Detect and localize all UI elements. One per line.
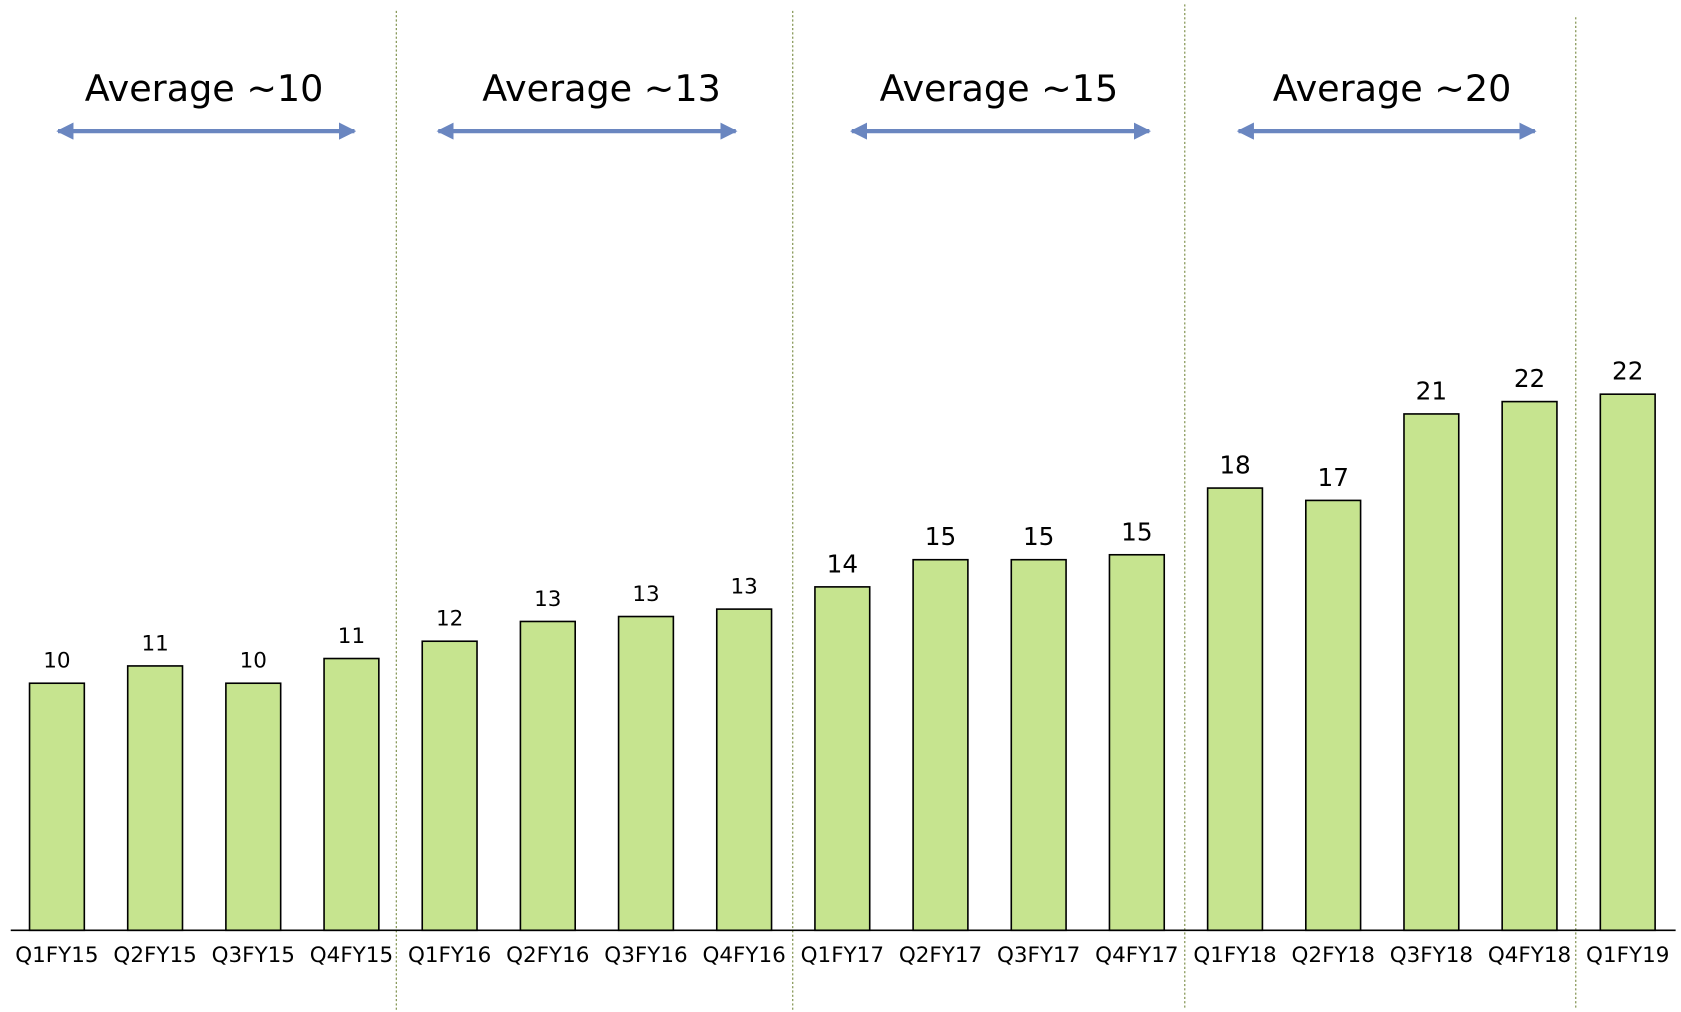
x-tick-label: Q3FY17	[997, 943, 1080, 968]
data-label: 12	[436, 607, 463, 632]
bar	[1599, 393, 1656, 932]
bar	[519, 620, 576, 932]
data-label: 15	[1121, 517, 1152, 546]
bar	[1010, 558, 1067, 932]
x-tick-label: Q3FY16	[604, 943, 687, 968]
data-label: 13	[534, 587, 561, 612]
x-tick-label: Q2FY18	[1292, 943, 1375, 968]
data-label: 21	[1416, 376, 1447, 405]
bar	[28, 682, 86, 932]
bar	[912, 558, 969, 932]
group-separators	[395, 4, 1577, 1010]
data-label: 11	[338, 624, 365, 649]
x-tick-label: Q3FY15	[212, 943, 295, 968]
x-tick-label: Q2FY15	[113, 943, 196, 968]
annotation: Average ~20	[1273, 67, 1512, 110]
bar	[225, 682, 282, 932]
data-label: 13	[730, 575, 757, 600]
bar	[1206, 487, 1264, 932]
bar	[323, 657, 380, 932]
x-tick-label: Q4FY15	[310, 943, 393, 968]
data-label: 17	[1317, 463, 1348, 492]
bar	[617, 615, 675, 932]
data-label: 15	[925, 522, 956, 551]
bar	[1501, 400, 1558, 932]
data-label: 18	[1219, 451, 1250, 480]
data-label: 14	[827, 549, 858, 578]
x-tick-label: Q2FY16	[506, 943, 589, 968]
data-label: 10	[43, 649, 70, 674]
x-tick-label: Q2FY17	[899, 943, 982, 968]
bar	[1403, 413, 1460, 932]
bar	[814, 586, 871, 932]
bar	[126, 665, 184, 932]
annotation: Average ~10	[85, 67, 324, 110]
data-label: 13	[632, 582, 659, 607]
x-tick-label: Q4FY16	[702, 943, 785, 968]
x-tick-label: Q3FY18	[1390, 943, 1473, 968]
data-label: 22	[1514, 364, 1545, 393]
x-tick-label: Q4FY17	[1095, 943, 1178, 968]
x-tick-label: Q1FY17	[801, 943, 884, 968]
bar	[1305, 499, 1362, 932]
x-tick-label: Q1FY19	[1586, 943, 1669, 968]
data-label: 11	[141, 631, 168, 656]
data-label: 22	[1612, 357, 1643, 386]
x-tick-label: Q1FY18	[1193, 943, 1276, 968]
bar	[421, 640, 478, 932]
bar	[1108, 553, 1166, 932]
annotation: Average ~15	[880, 67, 1119, 110]
x-tick-label: Q4FY18	[1488, 943, 1571, 968]
x-tick-label: Q1FY16	[408, 943, 491, 968]
annotation: Average ~13	[482, 67, 721, 110]
data-label: 10	[240, 649, 267, 674]
x-tick-label: Q1FY15	[15, 943, 98, 968]
data-label: 15	[1023, 522, 1054, 551]
bar	[715, 608, 773, 932]
